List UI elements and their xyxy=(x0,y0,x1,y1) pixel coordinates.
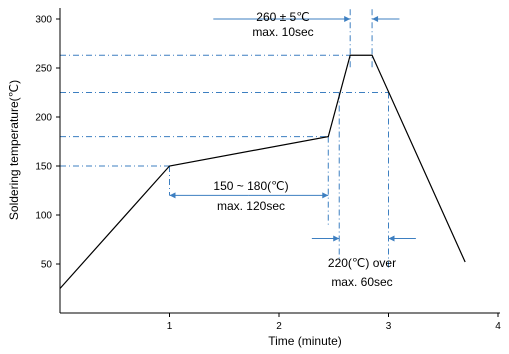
reflow-annotation-line2: max. 60sec xyxy=(331,275,392,289)
y-tick-label-50: 50 xyxy=(41,260,53,271)
y-tick-label-200: 200 xyxy=(35,113,52,124)
y-axis-label: Soldering temperature(℃) xyxy=(7,80,21,220)
profile-line-0 xyxy=(59,54,466,289)
preheat-arrow-right-head xyxy=(322,192,329,199)
peak-arrow-right-head xyxy=(372,16,379,22)
peak-arrow-left-head xyxy=(344,16,351,22)
annotation-arrows xyxy=(169,16,416,242)
y-tick-label-300: 300 xyxy=(35,15,52,26)
reflow-arrow-right-head xyxy=(388,235,395,242)
x-tick-label-2: 2 xyxy=(276,321,282,332)
guide-lines xyxy=(60,9,389,269)
preheat-annotation-line2: max. 120sec xyxy=(217,199,285,213)
reflow-arrow-left-head xyxy=(333,235,340,242)
x-tick-label-3: 3 xyxy=(386,321,392,332)
y-tick-label-150: 150 xyxy=(35,162,52,173)
x-tick-label-1: 1 xyxy=(167,321,173,332)
y-tick-label-100: 100 xyxy=(35,211,52,222)
tick-marks: 50 100 150 200 250 300 1 2 3 4 xyxy=(35,15,501,333)
x-tick-label-4: 4 xyxy=(495,321,501,332)
preheat-annotation-line1: 150 ~ 180(℃) xyxy=(213,179,288,193)
peak-annotation-line2: max. 10sec xyxy=(252,25,313,39)
reflow-annotation-line1: 220(℃) over xyxy=(328,256,396,270)
y-tick-label-250: 250 xyxy=(35,64,52,75)
axes xyxy=(59,8,500,314)
peak-annotation-line1: 260 ± 5℃ xyxy=(256,10,309,24)
preheat-arrow-left-head xyxy=(169,192,176,199)
x-axis-label: Time (minute) xyxy=(268,334,342,348)
profile-series xyxy=(59,54,466,289)
